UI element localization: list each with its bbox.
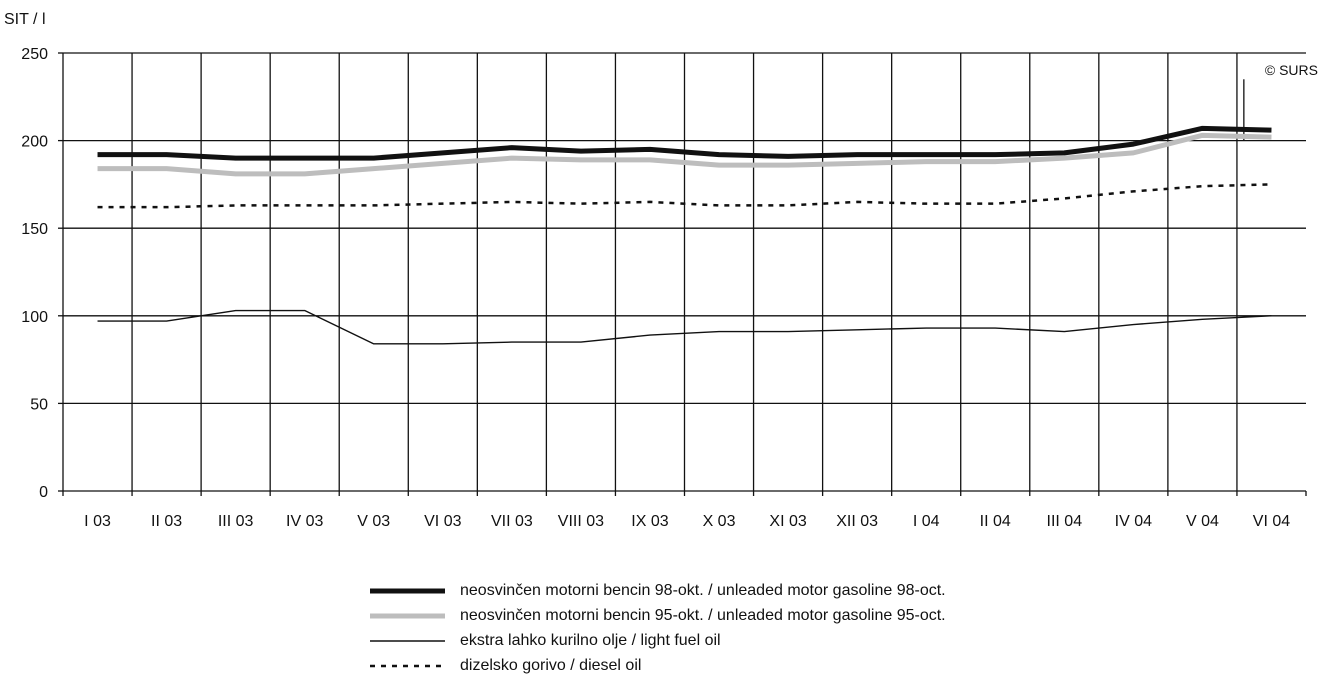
legend-item: neosvinčen motorni bencin 95-okt. / unle… (370, 603, 946, 628)
x-tick-label: VI 04 (1253, 513, 1290, 530)
x-tick-label: V 04 (1186, 513, 1219, 530)
x-tick-label: XI 03 (769, 513, 806, 530)
grid (63, 52, 1306, 491)
x-tick-label: IX 03 (631, 513, 668, 530)
legend-label: dizelsko gorivo / diesel oil (460, 656, 642, 674)
legend-item: dizelsko gorivo / diesel oil (370, 653, 946, 678)
x-tick-label: X 03 (703, 513, 736, 530)
series-line (97, 125, 1272, 161)
y-tick-label: 0 (39, 484, 48, 501)
y-axis-label: SIT / l (4, 11, 46, 28)
legend-label: neosvinčen motorni bencin 95-okt. / unle… (460, 606, 946, 624)
y-tick-label: 50 (30, 396, 48, 413)
legend-item: neosvinčen motorni bencin 98-okt. / unle… (370, 578, 946, 603)
x-tick-label: II 04 (980, 513, 1011, 530)
legend-swatch (370, 613, 445, 618)
x-tick-label: IV 04 (1115, 513, 1152, 530)
legend-swatch (370, 664, 445, 667)
chart-canvas: 0 50 100 150 200 250 I 03 II 03 III 03 IV 03 V 03… (4, 11, 1318, 530)
x-tick-label: III 03 (218, 513, 254, 530)
x-tick-label: I 04 (913, 513, 940, 530)
x-tick-label: VI 03 (424, 513, 461, 530)
y-tick-label: 200 (21, 134, 48, 151)
series-line (97, 132, 1272, 177)
legend-item: ekstra lahko kurilno olje / light fuel o… (370, 628, 946, 653)
y-tick-label: 250 (21, 46, 48, 63)
x-tick-label: IV 03 (286, 513, 323, 530)
series-layer (97, 125, 1272, 345)
legend: neosvinčen motorni bencin 98-okt. / unle… (370, 578, 946, 678)
axes (58, 52, 1307, 496)
y-tick-label: 150 (21, 221, 48, 238)
y-tick-labels: 0 50 100 150 200 250 (21, 46, 48, 501)
x-tick-label: VIII 03 (558, 513, 604, 530)
x-tick-label: V 03 (357, 513, 390, 530)
series-line (97, 183, 1272, 209)
x-tick-label: VII 03 (491, 513, 533, 530)
series-line (97, 309, 1272, 345)
y-tick-label: 100 (21, 309, 48, 326)
x-tick-label: XII 03 (836, 513, 878, 530)
x-tick-label: II 03 (151, 513, 182, 530)
legend-label: neosvinčen motorni bencin 98-okt. / unle… (460, 581, 946, 599)
legend-label: ekstra lahko kurilno olje / light fuel o… (460, 631, 721, 649)
x-tick-label: I 03 (84, 513, 111, 530)
legend-swatch (370, 588, 445, 593)
legend-swatch (370, 639, 445, 642)
x-tick-labels: I 03 II 03 III 03 IV 03 V 03 VI 03 VII 03 VIII … (84, 513, 1290, 530)
copyright-label: © SURS (1265, 62, 1318, 78)
x-tick-label: III 04 (1047, 513, 1083, 530)
